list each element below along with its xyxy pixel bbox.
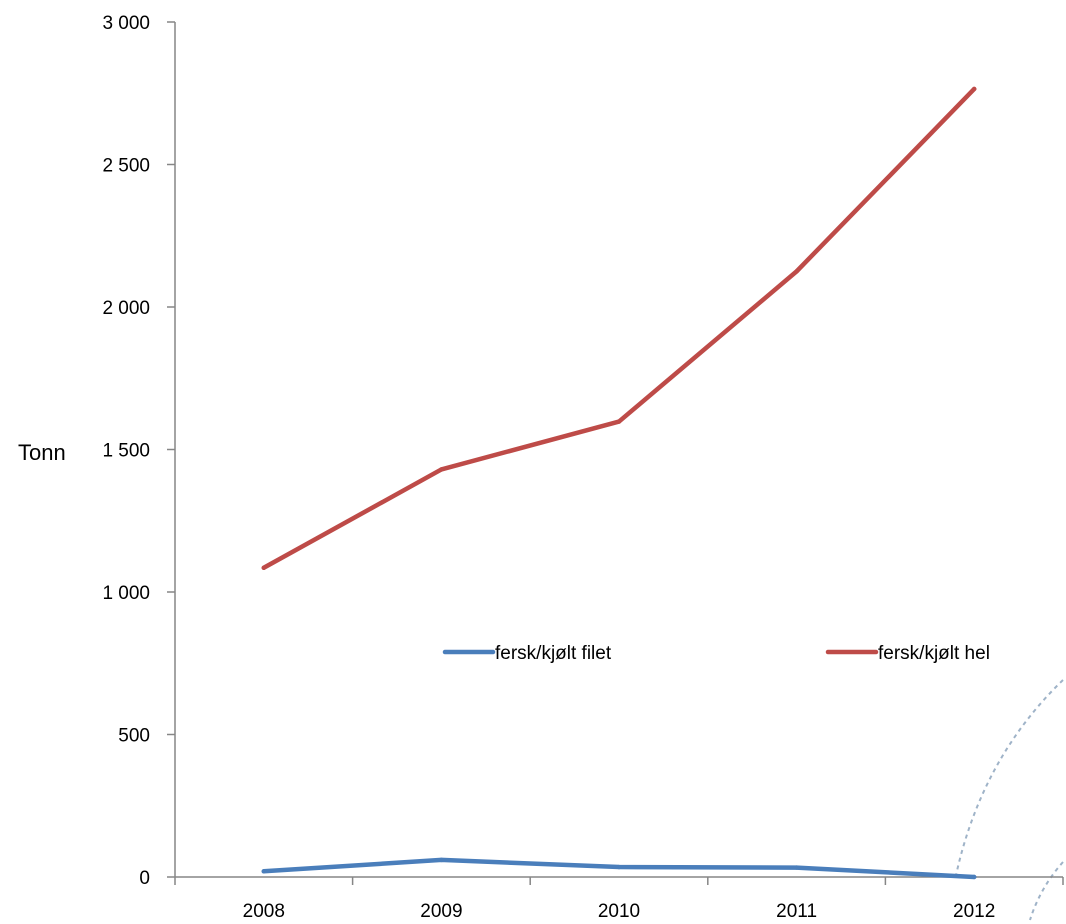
- y-axis-label: Tonn: [18, 440, 66, 465]
- data-point: [261, 565, 266, 570]
- y-tick-label: 500: [118, 726, 150, 747]
- axes: [167, 21, 1064, 885]
- x-tick-label: 2012: [953, 901, 995, 922]
- data-point: [794, 269, 799, 274]
- data-point: [972, 86, 977, 92]
- y-tick-label: 0: [139, 868, 150, 889]
- y-tick-label: 1 500: [102, 441, 150, 462]
- data-point: [794, 865, 799, 870]
- y-tick-label: 1 000: [102, 583, 150, 604]
- x-tick-label: 2011: [776, 901, 817, 922]
- data-point: [439, 857, 444, 863]
- data-point: [261, 869, 266, 874]
- y-tick-label: 2 000: [102, 298, 150, 319]
- y-tick-label: 2 500: [102, 156, 150, 177]
- tick-labels: 0 500 1 000 1 500 2 000 2 500 3 000 2008 2009 201…: [102, 13, 995, 922]
- decorative-arc-outer: [954, 679, 1064, 881]
- legend-label-2: fersk/kjølt hel: [878, 643, 990, 664]
- x-tick-label: 2010: [598, 901, 640, 922]
- data-point: [972, 874, 977, 880]
- legend-label-1: fersk/kjølt filet: [495, 643, 612, 664]
- series-line-2: [261, 86, 977, 571]
- decorative-arc-inner: [1029, 861, 1064, 921]
- y-tick-label: 3 000: [102, 13, 150, 34]
- data-point: [616, 419, 622, 424]
- series-layer: [261, 86, 977, 880]
- data-point: [616, 864, 622, 870]
- x-tick-label: 2009: [420, 901, 462, 922]
- x-tick-label: 2008: [243, 901, 285, 922]
- legend: fersk/kjølt filet fersk/kjølt hel: [442, 643, 990, 664]
- data-point: [439, 467, 444, 472]
